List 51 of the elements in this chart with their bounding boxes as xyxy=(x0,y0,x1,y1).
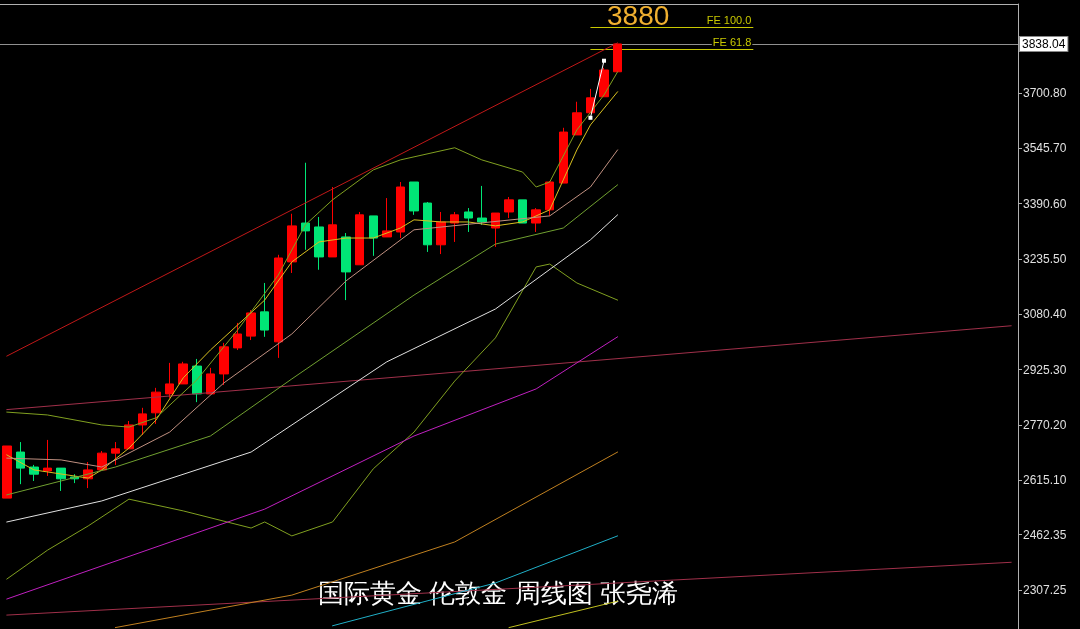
y-tick-label: 2615.10 xyxy=(1023,473,1067,488)
candlestick xyxy=(464,207,473,233)
y-tick-label: 3390.60 xyxy=(1023,196,1067,211)
candlestick xyxy=(314,216,324,271)
candlestick xyxy=(111,441,120,466)
candlestick xyxy=(287,213,297,274)
line-series xyxy=(6,71,619,428)
annotation: 3880 xyxy=(607,0,670,31)
candlestick xyxy=(301,162,310,251)
line-series xyxy=(6,149,619,468)
candlestick xyxy=(43,439,52,477)
candlestick xyxy=(2,445,12,499)
y-tick-label: 3700.80 xyxy=(1023,85,1067,100)
candlestick xyxy=(341,232,351,301)
y-tick-label: 2925.30 xyxy=(1023,362,1067,377)
candlestick xyxy=(138,407,147,436)
candlestick xyxy=(165,362,174,399)
ref-line-label: 3838.04 xyxy=(1022,36,1066,51)
candlestick xyxy=(423,201,432,253)
candlestick xyxy=(396,181,405,239)
candlestick xyxy=(504,196,514,219)
y-tick-label: 2462.35 xyxy=(1023,527,1067,542)
y-tick-label: 3545.70 xyxy=(1023,141,1067,156)
candlestick xyxy=(178,361,188,385)
candlestick xyxy=(151,387,161,425)
candlestick xyxy=(613,43,622,73)
candlestick xyxy=(260,282,269,338)
candlestick xyxy=(56,467,66,492)
candlestick xyxy=(572,101,582,136)
y-tick-label: 3080.40 xyxy=(1023,307,1067,322)
ref-line-label: FE 61.8 xyxy=(712,36,752,49)
y-tick-label: 3235.50 xyxy=(1023,251,1067,266)
candlestick xyxy=(206,367,215,395)
line-series xyxy=(6,184,619,496)
candlestick xyxy=(545,180,554,217)
candlestick xyxy=(436,211,446,255)
line-series xyxy=(6,91,619,479)
candlestick xyxy=(219,342,229,386)
candlestick xyxy=(369,215,378,257)
candlestick xyxy=(328,186,337,258)
candlestick xyxy=(274,254,283,359)
candlestick xyxy=(477,185,487,226)
candlestick xyxy=(409,181,419,216)
candlestick xyxy=(246,309,256,341)
y-tick-label: 2307.25 xyxy=(1023,583,1067,598)
line-series xyxy=(6,263,619,580)
y-tick-label: 2770.20 xyxy=(1023,417,1067,432)
line-series xyxy=(6,214,619,523)
ref-line-label: FE 100.0 xyxy=(706,14,752,27)
candlestick xyxy=(233,322,242,351)
candlestick xyxy=(355,211,364,266)
